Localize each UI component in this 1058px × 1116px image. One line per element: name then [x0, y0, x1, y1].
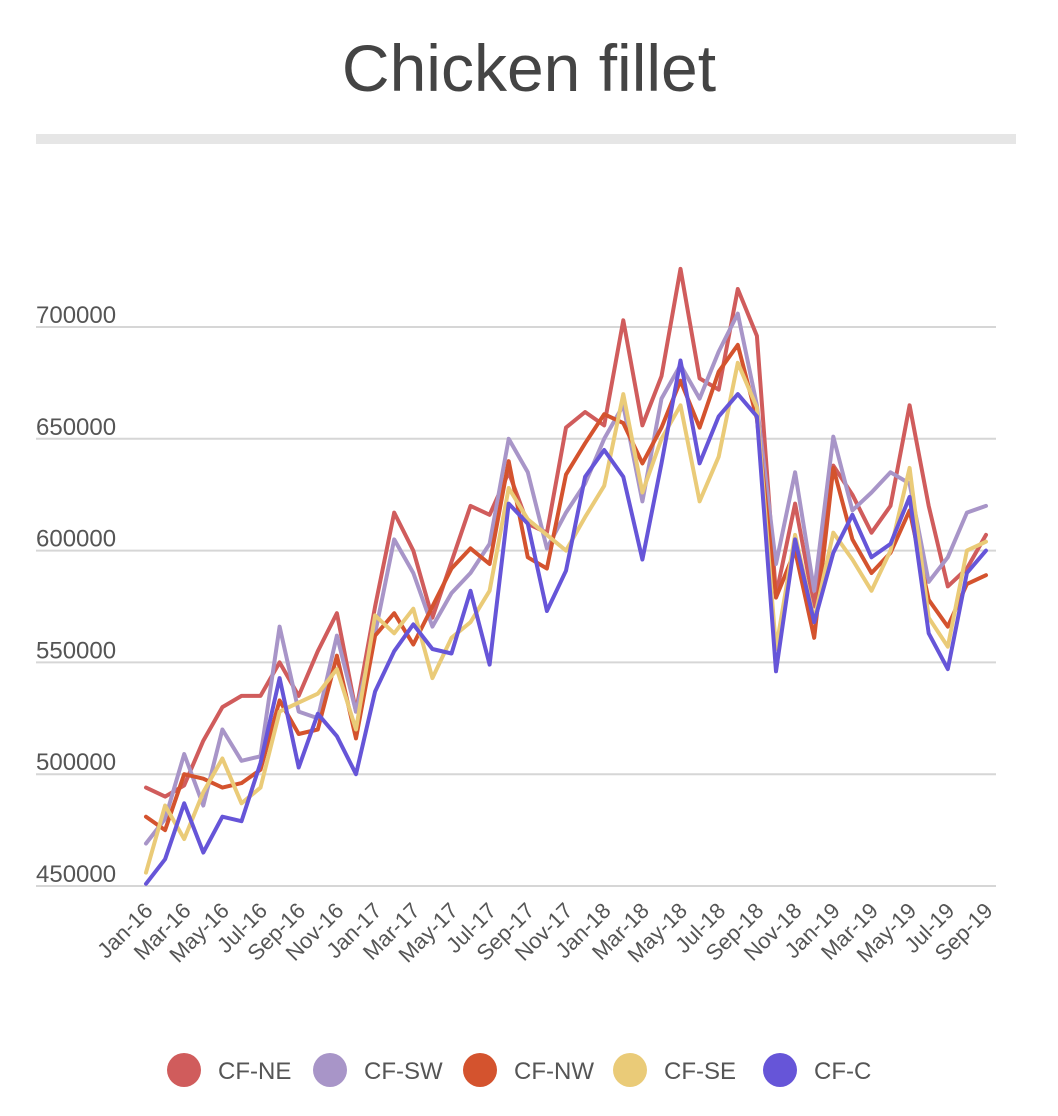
legend-marker	[763, 1053, 797, 1087]
legend-marker	[313, 1053, 347, 1087]
legend-label: CF-NW	[514, 1058, 594, 1085]
gridlines	[36, 326, 996, 887]
title-divider	[36, 134, 1016, 144]
series-line-cf-sw	[144, 311, 988, 846]
series-line-cf-c	[144, 358, 988, 886]
legend-label: CF-NE	[218, 1058, 291, 1085]
series-lines	[144, 266, 988, 886]
y-tick-label: 450000	[36, 861, 116, 888]
legend-marker	[613, 1053, 647, 1087]
legend-marker	[463, 1053, 497, 1087]
y-tick-label: 500000	[36, 749, 116, 776]
y-tick-label: 650000	[36, 414, 116, 441]
legend: CF-NE CF-SW CF-NW CF-SE CF-C	[167, 1053, 871, 1087]
y-tick-label: 600000	[36, 526, 116, 553]
legend-label: CF-C	[814, 1058, 871, 1085]
chart-title: Chicken fillet	[341, 31, 717, 105]
y-tick-label: 700000	[36, 302, 116, 329]
x-axis-ticks: Jan-16Mar-16May-16Jul-16Sep-16Nov-16Jan-…	[92, 898, 997, 968]
y-axis-ticks: 450000 500000 550000 600000 650000 700000	[36, 302, 116, 888]
legend-label: CF-SW	[364, 1058, 443, 1085]
y-tick-label: 550000	[36, 637, 116, 664]
legend-label: CF-SE	[664, 1058, 736, 1085]
series-line-cf-nw	[144, 342, 988, 833]
legend-marker	[167, 1053, 201, 1087]
